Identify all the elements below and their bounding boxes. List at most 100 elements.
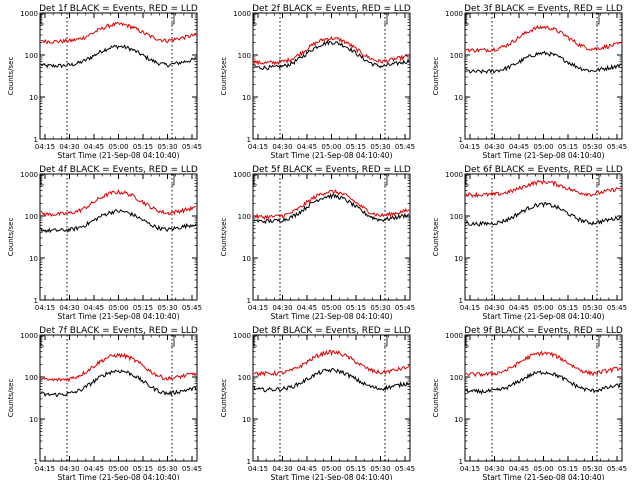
y-tick-label: 100 [238,374,251,382]
x-tick-label: 04:15 [460,304,480,312]
y-tick-label: 10 [454,255,463,263]
plot-frame [252,12,411,140]
events-series-line [253,39,410,71]
interval-bracket-end [384,174,388,186]
chart-title: Det 7f BLACK = Events, RED = LLD [39,326,198,336]
x-tick-label: 05:15 [346,304,366,312]
y-tick-label: 100 [450,213,463,221]
y-tick-label: 10 [29,94,38,102]
x-tick-label: 04:30 [484,143,504,151]
y-tick-label: 10 [29,416,38,424]
lld-series-line [40,21,197,45]
y-tick-label: 1 [459,297,463,305]
interval-bracket-start [465,174,469,186]
y-tick-label: 10 [454,94,463,102]
events-series-line [40,369,197,398]
x-tick-label: 05:00 [533,304,553,312]
plot-frame [39,173,198,301]
x-tick-label: 05:30 [370,465,390,473]
y-tick-label: 1 [34,136,38,144]
y-tick-label: 100 [25,374,38,382]
events-series-line [40,209,197,234]
x-tick-label: 04:30 [484,465,504,473]
x-tick-label: 05:30 [582,143,602,151]
x-tick-label: 05:30 [582,304,602,312]
y-tick-label: 100 [238,213,251,221]
chart-title: Det 6f BLACK = Events, RED = LLD [464,165,623,175]
x-tick-label: 05:00 [321,143,341,151]
chart-title: Det 8f BLACK = Events, RED = LLD [252,326,411,336]
y-tick-label: 100 [450,52,463,60]
interval-bracket-start [253,174,257,186]
interval-bracket-start [465,335,469,347]
x-tick-label: 04:15 [35,143,55,151]
y-tick-label: 10 [242,255,251,263]
panel-det-5: Det 5f BLACK = Events, RED = LLD 1 10 100 10… [220,165,415,321]
lld-series-line [253,188,410,221]
x-tick-label: 05:30 [370,304,390,312]
x-tick-label: 05:00 [321,304,341,312]
y-tick-label: 1000 [445,332,463,340]
x-tick-label: 05:45 [395,143,415,151]
x-tick-label: 04:30 [272,143,292,151]
x-tick-label: 05:00 [533,143,553,151]
y-axis-label: Counts/sec [7,57,15,96]
y-tick-label: 1 [459,136,463,144]
x-tick-label: 04:15 [35,465,55,473]
x-tick-label: 04:45 [509,304,529,312]
y-tick-label: 100 [25,52,38,60]
interval-bracket-end [171,335,175,347]
x-tick-label: 05:15 [558,304,578,312]
interval-bracket-start [40,13,44,25]
x-tick-label: 05:15 [558,465,578,473]
panel-det-3: Det 3f BLACK = Events, RED = LLD 1 10 100 10… [432,4,627,160]
x-tick-label: 04:15 [248,143,268,151]
y-tick-label: 1 [247,458,251,466]
x-tick-label: 05:00 [108,304,128,312]
x-axis-label: Start Time (21-Sep-08 04:10:40) [483,473,605,480]
interval-bracket-end [171,13,175,25]
y-axis-label: Counts/sec [220,379,228,418]
y-axis-label: Counts/sec [432,57,440,96]
x-tick-label: 04:30 [59,143,79,151]
x-tick-label: 04:45 [297,465,317,473]
x-axis-label: Start Time (21-Sep-08 04:10:40) [483,312,605,321]
y-tick-label: 1000 [445,10,463,18]
chart-title: Det 9f BLACK = Events, RED = LLD [464,326,623,336]
x-tick-label: 05:15 [133,143,153,151]
x-tick-label: 05:30 [157,465,177,473]
x-axis-label: Start Time (21-Sep-08 04:10:40) [58,151,180,160]
x-tick-label: 05:30 [157,143,177,151]
x-tick-label: 04:30 [272,304,292,312]
plot-frame [464,12,623,140]
y-axis-label: Counts/sec [220,218,228,257]
x-axis-label: Start Time (21-Sep-08 04:10:40) [271,473,393,480]
y-tick-label: 10 [29,255,38,263]
y-tick-label: 1000 [233,10,251,18]
interval-bracket-start [465,13,469,25]
panel-det-9: Det 9f BLACK = Events, RED = LLD 1 10 100 10… [432,326,627,480]
interval-bracket-end [171,174,175,186]
plot-frame [252,173,411,301]
panel-det-8: Det 8f BLACK = Events, RED = LLD 1 10 100 10… [220,326,415,480]
x-axis-label: Start Time (21-Sep-08 04:10:40) [58,312,180,321]
x-tick-label: 05:15 [346,465,366,473]
plot-frame [39,334,198,462]
chart-title: Det 4f BLACK = Events, RED = LLD [39,165,198,175]
events-series-line [253,193,410,225]
y-axis-label: Counts/sec [432,218,440,257]
interval-bracket-start [253,13,257,25]
interval-bracket-end [596,13,600,25]
x-tick-label: 05:00 [108,143,128,151]
y-tick-label: 1 [34,458,38,466]
x-tick-label: 04:15 [35,304,55,312]
x-tick-label: 05:45 [182,465,202,473]
x-tick-label: 05:15 [558,143,578,151]
interval-bracket-start [253,335,257,347]
lld-series-line [465,178,622,199]
y-tick-label: 1000 [233,332,251,340]
x-tick-label: 05:45 [395,304,415,312]
y-tick-label: 1 [247,136,251,144]
events-series-line [465,201,622,227]
lld-series-line [465,25,622,54]
